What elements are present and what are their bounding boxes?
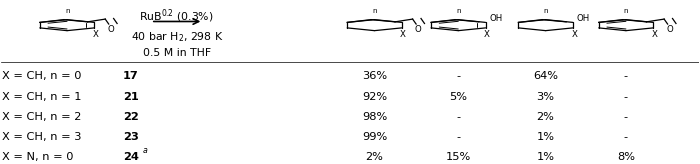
Text: 99%: 99%: [362, 132, 387, 142]
Text: 22: 22: [123, 112, 139, 122]
Text: n: n: [372, 8, 377, 14]
Text: 23: 23: [123, 132, 139, 142]
Text: 2%: 2%: [537, 112, 554, 122]
Text: -: -: [624, 132, 628, 142]
Text: O: O: [666, 25, 673, 34]
Text: n: n: [624, 8, 629, 14]
Text: 21: 21: [123, 92, 139, 102]
Text: 98%: 98%: [362, 112, 387, 122]
Text: O: O: [415, 25, 421, 34]
Text: RuB$^{0.2}$ (0.3%): RuB$^{0.2}$ (0.3%): [139, 7, 214, 25]
Text: X: X: [93, 30, 99, 39]
Text: n: n: [543, 8, 548, 14]
Text: X = N, n = 0: X = N, n = 0: [2, 152, 73, 162]
Text: 8%: 8%: [617, 152, 635, 162]
Text: X = CH, n = 3: X = CH, n = 3: [2, 132, 82, 142]
Text: 15%: 15%: [446, 152, 471, 162]
Text: -: -: [624, 72, 628, 82]
Text: -: -: [624, 112, 628, 122]
Text: a: a: [143, 146, 148, 155]
Text: X: X: [400, 30, 406, 39]
Text: 2%: 2%: [365, 152, 384, 162]
Text: 1%: 1%: [537, 152, 554, 162]
Text: 36%: 36%: [362, 72, 387, 82]
Text: 3%: 3%: [537, 92, 554, 102]
Text: 5%: 5%: [449, 92, 468, 102]
Text: 24: 24: [123, 152, 139, 162]
Text: OH: OH: [577, 14, 590, 23]
Text: -: -: [456, 132, 461, 142]
Text: X: X: [571, 30, 577, 39]
Text: X: X: [484, 30, 490, 39]
Text: 0.5 M in THF: 0.5 M in THF: [143, 48, 211, 58]
Text: X: X: [652, 30, 657, 39]
Text: O: O: [107, 25, 114, 34]
Text: X = CH, n = 0: X = CH, n = 0: [2, 72, 82, 82]
Text: -: -: [624, 92, 628, 102]
Text: 64%: 64%: [533, 72, 558, 82]
Text: n: n: [456, 8, 461, 14]
Text: 17: 17: [123, 72, 139, 82]
Text: OH: OH: [489, 14, 503, 23]
Text: -: -: [456, 72, 461, 82]
Text: n: n: [65, 8, 69, 14]
Text: 92%: 92%: [362, 92, 387, 102]
Text: -: -: [456, 112, 461, 122]
Text: 1%: 1%: [537, 132, 554, 142]
Text: 40 bar H$_2$, 298 K: 40 bar H$_2$, 298 K: [130, 30, 223, 44]
Text: X = CH, n = 2: X = CH, n = 2: [2, 112, 81, 122]
Text: X = CH, n = 1: X = CH, n = 1: [2, 92, 82, 102]
